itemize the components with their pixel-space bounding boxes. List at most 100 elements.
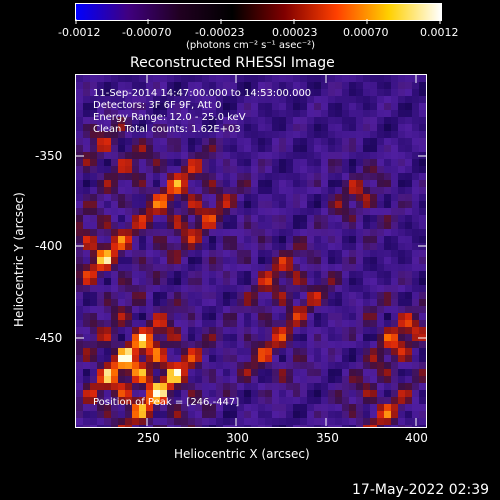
image-pixel (125, 313, 132, 320)
image-pixel (321, 166, 328, 173)
image-pixel (328, 75, 335, 82)
image-pixel (356, 271, 363, 278)
image-pixel (419, 89, 426, 96)
image-pixel (363, 362, 370, 369)
image-pixel (286, 208, 293, 215)
image-pixel (251, 110, 258, 117)
image-pixel (118, 96, 125, 103)
image-pixel (307, 404, 314, 411)
image-pixel (146, 411, 153, 418)
image-pixel (279, 362, 286, 369)
image-pixel (314, 271, 321, 278)
image-pixel (377, 257, 384, 264)
image-pixel (97, 194, 104, 201)
image-pixel (370, 250, 377, 257)
image-pixel (335, 75, 342, 82)
image-pixel (237, 236, 244, 243)
image-pixel (342, 180, 349, 187)
image-pixel (174, 117, 181, 124)
image-pixel (398, 166, 405, 173)
image-pixel (321, 418, 328, 425)
image-pixel (237, 194, 244, 201)
image-pixel (76, 306, 83, 313)
image-pixel (405, 82, 412, 89)
image-pixel (188, 152, 195, 159)
image-pixel (153, 208, 160, 215)
image-pixel (265, 96, 272, 103)
image-pixel (216, 376, 223, 383)
image-pixel (286, 390, 293, 397)
image-pixel (356, 201, 363, 208)
image-pixel (328, 243, 335, 250)
image-pixel (272, 96, 279, 103)
image-pixel (258, 82, 265, 89)
image-pixel (216, 278, 223, 285)
image-pixel (97, 257, 104, 264)
image-pixel (111, 355, 118, 362)
image-pixel (419, 320, 426, 327)
image-pixel (335, 334, 342, 341)
image-pixel (356, 180, 363, 187)
image-pixel (146, 285, 153, 292)
image-pixel (405, 159, 412, 166)
image-pixel (363, 138, 370, 145)
image-pixel (104, 180, 111, 187)
image-pixel (405, 341, 412, 348)
image-pixel (188, 75, 195, 82)
image-pixel (202, 369, 209, 376)
image-pixel (377, 117, 384, 124)
image-pixel (244, 376, 251, 383)
image-pixel (153, 194, 160, 201)
image-pixel (258, 236, 265, 243)
image-pixel (335, 327, 342, 334)
image-pixel (300, 138, 307, 145)
image-pixel (125, 152, 132, 159)
image-pixel (216, 257, 223, 264)
image-pixel (314, 208, 321, 215)
image-pixel (314, 341, 321, 348)
image-pixel (307, 194, 314, 201)
image-pixel (286, 362, 293, 369)
image-pixel (321, 173, 328, 180)
image-pixel (160, 250, 167, 257)
image-pixel (265, 152, 272, 159)
image-pixel (111, 285, 118, 292)
image-pixel (202, 390, 209, 397)
image-pixel (251, 166, 258, 173)
image-pixel (377, 173, 384, 180)
image-pixel (356, 110, 363, 117)
image-pixel (356, 327, 363, 334)
image-pixel (125, 425, 132, 427)
image-pixel (223, 285, 230, 292)
image-pixel (195, 418, 202, 425)
image-pixel (195, 201, 202, 208)
image-pixel (307, 138, 314, 145)
image-pixel (279, 208, 286, 215)
image-pixel (111, 327, 118, 334)
image-pixel (293, 257, 300, 264)
image-pixel (83, 306, 90, 313)
image-pixel (223, 222, 230, 229)
image-pixel (195, 320, 202, 327)
image-pixel (314, 348, 321, 355)
image-pixel (279, 306, 286, 313)
image-pixel (146, 187, 153, 194)
image-pixel (258, 159, 265, 166)
image-pixel (342, 124, 349, 131)
image-pixel (195, 369, 202, 376)
image-pixel (286, 75, 293, 82)
image-pixel (258, 243, 265, 250)
image-pixel (83, 117, 90, 124)
image-pixel (272, 348, 279, 355)
image-pixel (314, 369, 321, 376)
image-pixel (244, 278, 251, 285)
image-pixel (146, 138, 153, 145)
image-pixel (272, 404, 279, 411)
image-pixel (195, 222, 202, 229)
image-pixel (321, 397, 328, 404)
image-pixel (307, 327, 314, 334)
image-pixel (363, 194, 370, 201)
image-pixel (398, 131, 405, 138)
image-pixel (419, 292, 426, 299)
image-pixel (314, 187, 321, 194)
